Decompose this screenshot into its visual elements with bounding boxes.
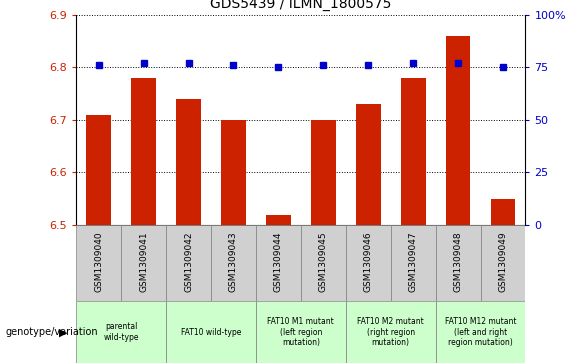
Bar bbox=[346, 301, 436, 363]
Text: GSM1309045: GSM1309045 bbox=[319, 231, 328, 292]
Bar bbox=[346, 225, 391, 301]
Bar bbox=[446, 36, 471, 225]
Text: FAT10 M12 mutant
(left and right
region mutation): FAT10 M12 mutant (left and right region … bbox=[445, 317, 516, 347]
Bar bbox=[401, 78, 425, 225]
Bar bbox=[436, 301, 525, 363]
Bar bbox=[166, 225, 211, 301]
Bar bbox=[221, 120, 246, 225]
Text: GSM1309041: GSM1309041 bbox=[139, 231, 148, 292]
Bar bbox=[256, 225, 301, 301]
Bar bbox=[391, 225, 436, 301]
Text: parental
wild-type: parental wild-type bbox=[103, 322, 139, 342]
Text: GSM1309046: GSM1309046 bbox=[364, 231, 373, 292]
Bar bbox=[176, 99, 201, 225]
Text: ▶: ▶ bbox=[59, 327, 68, 337]
Bar bbox=[211, 225, 256, 301]
Bar bbox=[490, 199, 515, 225]
Text: GSM1309042: GSM1309042 bbox=[184, 231, 193, 292]
Bar bbox=[76, 301, 166, 363]
Text: genotype/variation: genotype/variation bbox=[6, 327, 98, 337]
Bar bbox=[86, 115, 111, 225]
Bar bbox=[301, 225, 346, 301]
Text: GSM1309047: GSM1309047 bbox=[408, 231, 418, 292]
Bar bbox=[121, 225, 166, 301]
Text: FAT10 wild-type: FAT10 wild-type bbox=[181, 328, 241, 337]
Bar bbox=[76, 225, 121, 301]
Text: GSM1309043: GSM1309043 bbox=[229, 231, 238, 292]
Text: GSM1309044: GSM1309044 bbox=[274, 231, 283, 292]
Text: FAT10 M2 mutant
(right region
mutation): FAT10 M2 mutant (right region mutation) bbox=[357, 317, 424, 347]
Bar bbox=[480, 225, 525, 301]
Text: GSM1309040: GSM1309040 bbox=[94, 231, 103, 292]
Bar bbox=[356, 104, 381, 225]
Text: GSM1309049: GSM1309049 bbox=[498, 231, 507, 292]
Title: GDS5439 / ILMN_1800575: GDS5439 / ILMN_1800575 bbox=[210, 0, 392, 11]
Bar bbox=[166, 301, 256, 363]
Bar bbox=[311, 120, 336, 225]
Text: FAT10 M1 mutant
(left region
mutation): FAT10 M1 mutant (left region mutation) bbox=[267, 317, 334, 347]
Bar bbox=[436, 225, 480, 301]
Bar bbox=[131, 78, 156, 225]
Bar bbox=[266, 215, 291, 225]
Bar bbox=[256, 301, 346, 363]
Text: GSM1309048: GSM1309048 bbox=[454, 231, 463, 292]
